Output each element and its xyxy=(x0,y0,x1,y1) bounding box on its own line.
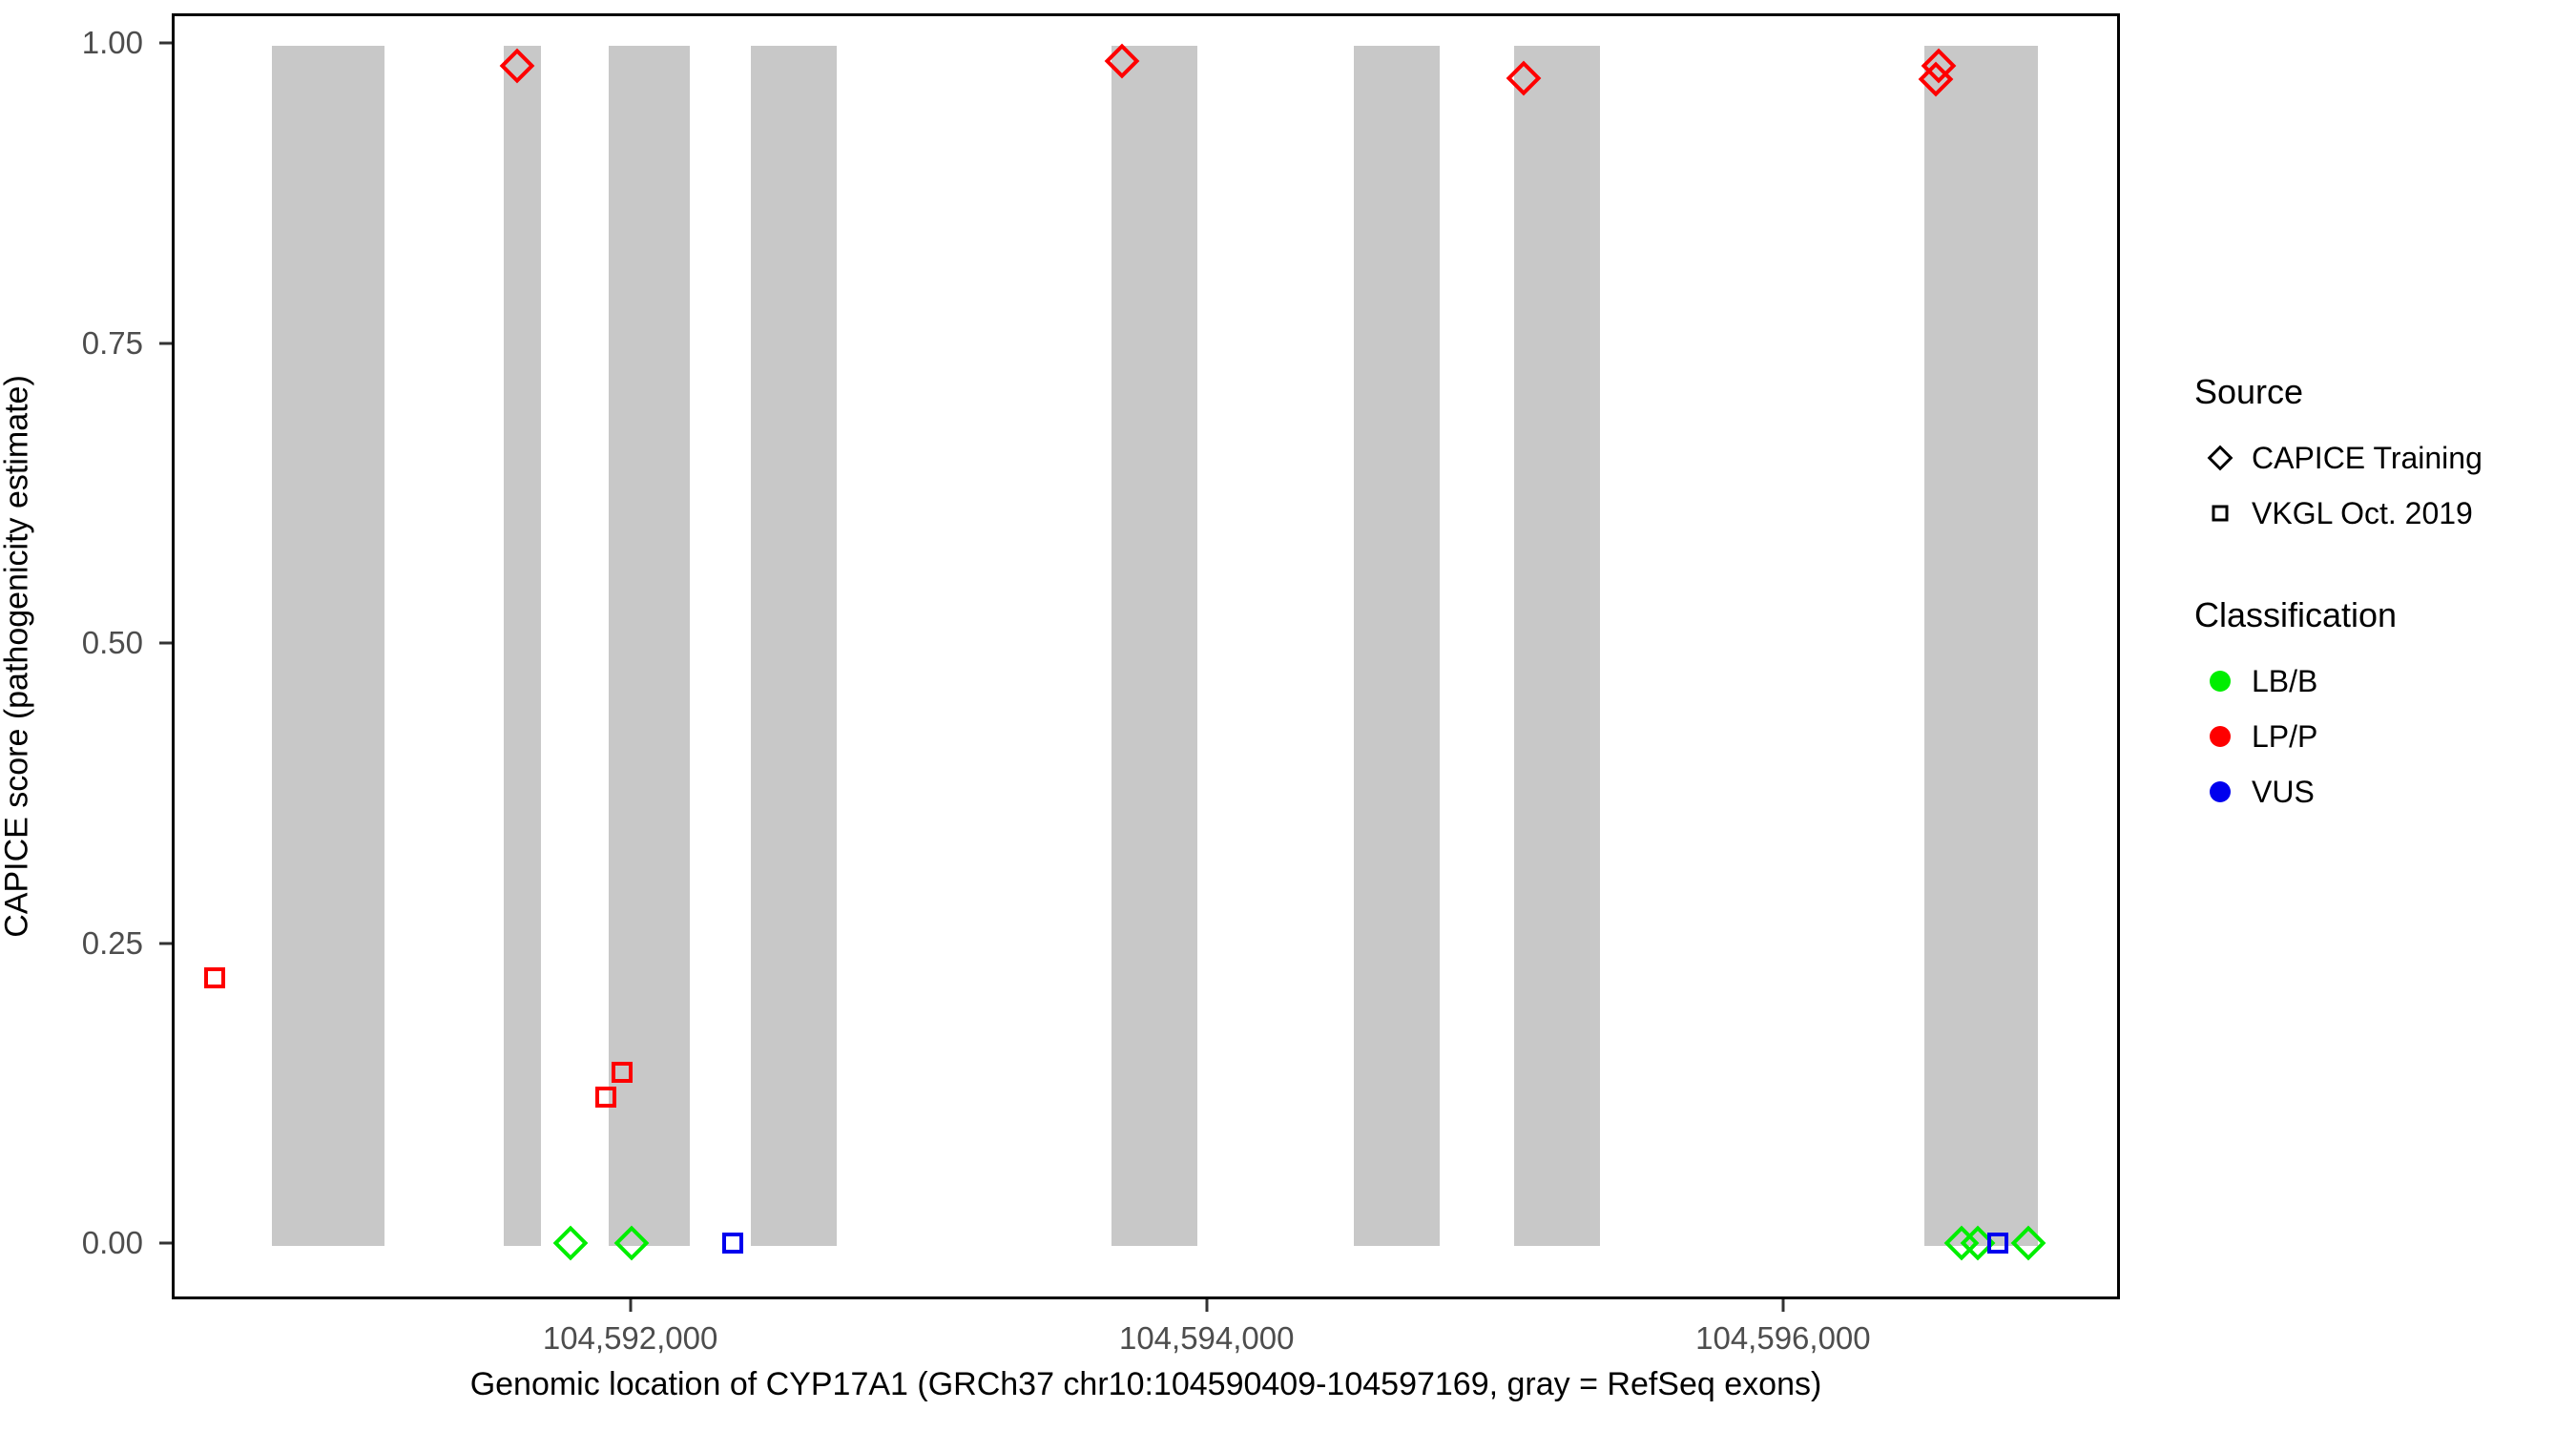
y-axis-tick-label: 1.00 xyxy=(81,25,143,60)
exon-bar xyxy=(1923,46,2039,1246)
y-axis-tick-mark xyxy=(159,942,172,944)
legend-block-classification: Classification LB/B LP/P VUS xyxy=(2194,595,2576,817)
x-axis: 104,592,000 104,594,000 104,596,000 xyxy=(0,1299,2194,1357)
x-axis-title: Genomic location of CYP17A1 (GRCh37 chr1… xyxy=(469,1366,1822,1402)
legend-item[interactable]: VKGL Oct. 2019 xyxy=(2194,488,2576,538)
legend-key xyxy=(2194,767,2246,817)
x-axis-tick-mark xyxy=(1205,1299,1209,1312)
legend-item-label: CAPICE Training xyxy=(2252,440,2483,475)
square-outline-icon xyxy=(2212,505,2229,522)
exon-bar xyxy=(1354,46,1441,1246)
legend-key xyxy=(2194,656,2246,706)
legend-key xyxy=(2194,433,2246,483)
data-point-marker xyxy=(1986,1233,2008,1255)
x-axis-tick-mark xyxy=(629,1299,633,1312)
x-axis-tick-mark xyxy=(1781,1299,1785,1312)
y-axis-tick-mark xyxy=(159,41,172,45)
y-axis-title: CAPICE score (pathogenicity estimate) xyxy=(0,375,35,938)
y-axis-tick-label: 0.00 xyxy=(81,1225,143,1260)
legend-item-label: LB/B xyxy=(2252,663,2318,698)
exon-bar xyxy=(1514,46,1601,1246)
data-point-marker xyxy=(611,1061,633,1083)
exon-bar xyxy=(751,46,837,1246)
legend-key xyxy=(2194,488,2246,538)
x-axis-tick-label: 104,592,000 xyxy=(542,1320,718,1356)
legend-item-label: VKGL Oct. 2019 xyxy=(2252,495,2473,530)
filled-circle-icon xyxy=(2210,671,2231,692)
data-point-marker xyxy=(552,1226,589,1261)
legend-item[interactable]: CAPICE Training xyxy=(2194,433,2576,483)
y-axis: 1.00 0.75 0.50 0.25 0.00 xyxy=(0,0,172,1317)
legend-item[interactable]: VUS xyxy=(2194,767,2576,817)
y-axis-tick-label: 0.50 xyxy=(81,625,143,660)
legend-title: Classification xyxy=(2194,595,2398,634)
legend-title: Source xyxy=(2194,372,2304,411)
exon-bar xyxy=(272,46,384,1246)
y-axis-tick-mark xyxy=(159,342,172,344)
legend-item-label: LP/P xyxy=(2252,718,2318,754)
filled-circle-icon xyxy=(2210,726,2231,747)
data-point-marker xyxy=(204,967,226,989)
x-axis-tick-label: 104,596,000 xyxy=(1695,1320,1871,1356)
legend-item-label: VUS xyxy=(2252,774,2315,809)
data-point-marker xyxy=(721,1233,743,1255)
legend-key xyxy=(2194,712,2246,761)
legend-item[interactable]: LP/P xyxy=(2194,712,2576,761)
y-axis-tick-mark xyxy=(159,1241,172,1245)
exon-bar xyxy=(609,46,690,1246)
exon-bar xyxy=(1111,46,1198,1246)
filled-circle-icon xyxy=(2210,781,2231,802)
exon-bar xyxy=(504,46,541,1246)
plot-panel xyxy=(172,13,2120,1299)
legend-item[interactable]: LB/B xyxy=(2194,656,2576,706)
y-axis-tick-mark xyxy=(159,641,172,645)
legend-area: Source CAPICE Training VKGL Oct. 2019 Class… xyxy=(2194,372,2576,874)
legend-block-source: Source CAPICE Training VKGL Oct. 2019 xyxy=(2194,372,2576,538)
y-axis-tick-label: 0.75 xyxy=(81,324,143,361)
diamond-outline-icon xyxy=(2207,445,2233,471)
data-point-marker xyxy=(594,1087,616,1108)
x-axis-tick-label: 104,594,000 xyxy=(1118,1320,1295,1356)
y-axis-tick-label: 0.25 xyxy=(81,924,143,961)
